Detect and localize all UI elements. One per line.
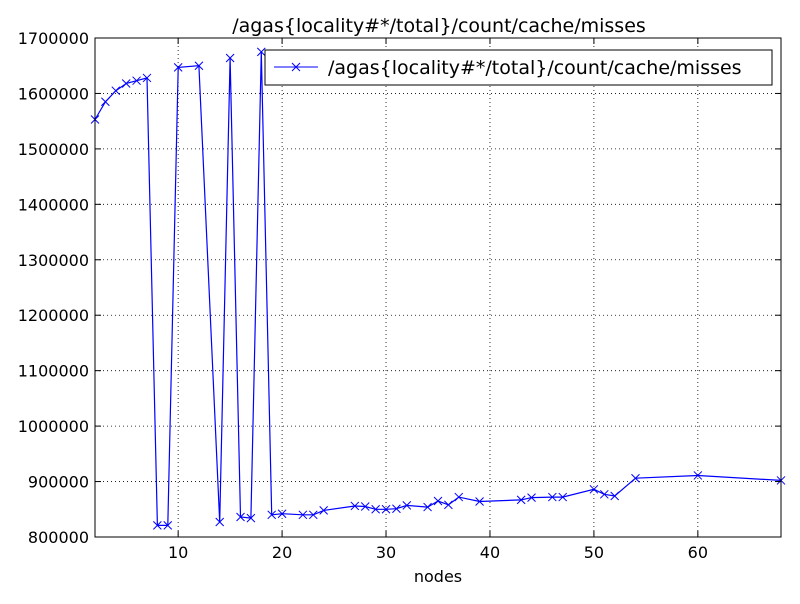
data-point-marker <box>246 513 256 523</box>
data-point-marker <box>693 471 703 480</box>
data-point-marker <box>319 506 329 515</box>
data-point-marker <box>277 509 287 519</box>
data-point-marker <box>142 73 152 83</box>
data-point-marker <box>256 47 266 57</box>
data-point-marker <box>516 495 526 505</box>
data-point-marker <box>444 500 453 510</box>
data-point-marker <box>402 501 412 510</box>
data-point-marker <box>267 510 277 520</box>
chart-title: /agas{locality#*/total}/count/cache/miss… <box>232 15 646 37</box>
x-tick-label: 30 <box>376 543 396 562</box>
data-point-marker <box>236 512 245 522</box>
y-tick-label: 1500000 <box>18 140 89 159</box>
data-point-marker <box>547 492 557 502</box>
y-tick-label: 900000 <box>28 473 89 492</box>
tick-labels: 10 20 30 40 50 60 800000 900000 1000000 1100000 12… <box>18 29 708 562</box>
data-point-marker <box>610 491 620 501</box>
data-point-marker <box>599 489 609 499</box>
axis-ticks <box>95 37 781 538</box>
data-point-marker <box>121 79 131 88</box>
data-point-marker <box>308 510 318 520</box>
x-tick-label: 50 <box>584 543 604 562</box>
y-tick-label: 800000 <box>28 528 89 547</box>
x-tick-label: 10 <box>168 543 188 562</box>
data-point-marker <box>350 501 360 511</box>
series-layer <box>90 47 786 530</box>
y-tick-label: 1100000 <box>18 362 89 381</box>
data-point-marker <box>173 63 183 72</box>
data-point-marker <box>589 484 599 494</box>
data-point-marker <box>371 504 380 514</box>
y-tick-label: 1300000 <box>18 251 89 270</box>
y-tick-label: 1200000 <box>18 306 89 325</box>
x-tick-label: 20 <box>272 543 292 562</box>
data-point-marker <box>225 53 235 63</box>
data-point-marker <box>381 504 391 514</box>
legend: /agas{locality#*/total}/count/cache/miss… <box>264 49 773 86</box>
data-point-marker <box>360 502 370 511</box>
y-tick-label: 1700000 <box>18 29 89 48</box>
data-point-marker <box>132 76 141 86</box>
data-point-marker <box>423 502 432 512</box>
legend-label: /agas{locality#*/total}/count/cache/miss… <box>328 57 742 79</box>
data-point-marker <box>454 492 464 502</box>
data-point-marker <box>194 61 204 71</box>
y-tick-label: 1600000 <box>18 84 89 103</box>
grid-lines <box>95 37 781 538</box>
series-line <box>94 51 782 527</box>
y-tick-label: 1400000 <box>18 195 89 214</box>
data-point-marker <box>298 510 308 520</box>
data-point-marker <box>215 517 225 527</box>
data-point-marker <box>558 492 568 502</box>
legend-box <box>264 49 773 86</box>
data-point-marker <box>527 493 536 502</box>
data-point-marker <box>475 497 484 506</box>
y-tick-label: 1000000 <box>18 417 89 436</box>
data-point-marker <box>153 521 162 530</box>
x-tick-label: 60 <box>688 543 708 562</box>
plot-frame <box>94 37 782 538</box>
data-point-marker <box>433 496 443 506</box>
data-point-marker <box>101 97 110 107</box>
data-point-marker <box>111 86 121 96</box>
data-point-marker <box>163 521 173 530</box>
legend-marker <box>291 62 301 72</box>
data-point-marker <box>392 504 401 514</box>
data-point-marker <box>631 473 640 483</box>
x-axis-label: nodes <box>414 567 462 586</box>
x-tick-label: 40 <box>480 543 500 562</box>
